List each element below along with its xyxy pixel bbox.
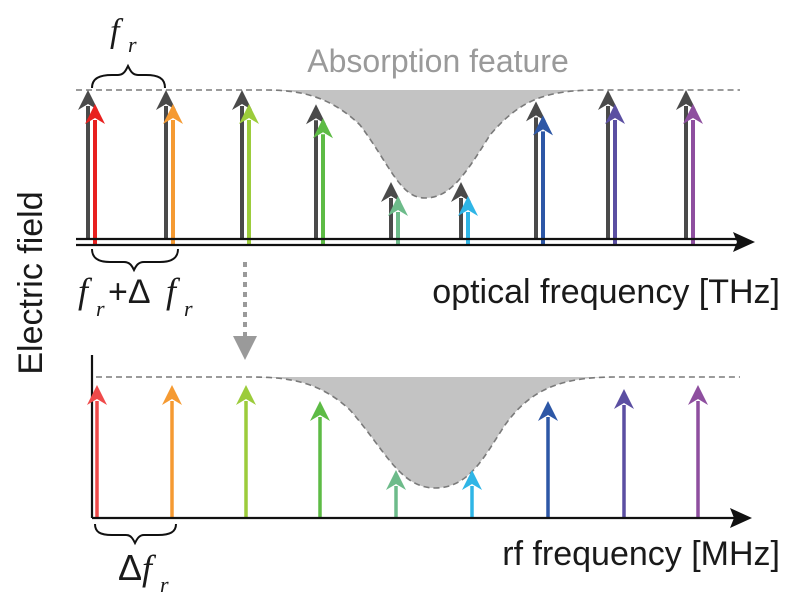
fr-spacing-label: f r	[110, 13, 137, 57]
fr-plus-delta: +Δ	[108, 273, 151, 311]
delta-fr-brace	[94, 523, 177, 546]
optical-ref-arrow-4	[306, 104, 326, 240]
fr-plus-delta-f-sub: r	[184, 296, 193, 321]
optical-comb-arrow-1	[85, 104, 105, 246]
optical-ref-arrow-1	[78, 90, 98, 240]
optical-ref-arrow-5	[381, 182, 401, 240]
fr-plus-delta-fr-label: f r +Δ f r	[78, 271, 193, 321]
optical-comb-arrow-5	[388, 196, 408, 246]
fr-symbol: f	[110, 13, 124, 50]
optical-comb-arrow-6	[458, 196, 478, 246]
absorption-feature-label: Absorption feature	[307, 43, 569, 79]
rf-comb-arrow-4	[310, 400, 330, 518]
rf-comb-arrow-5	[386, 470, 406, 518]
optical-dashed-line	[76, 89, 740, 199]
rf-comb-arrow-7	[538, 400, 558, 518]
optical-ref-arrow-7	[526, 101, 546, 240]
optical-ref-arrow-3	[232, 90, 252, 240]
optical-comb-arrow-9	[683, 104, 703, 246]
fr-brace	[91, 63, 166, 89]
optical-comb-arrow-2	[163, 104, 183, 246]
fr-plus-delta-f: f	[166, 271, 181, 311]
optical-absorption-fill	[265, 90, 600, 198]
rf-comb-arrow-8	[614, 388, 634, 518]
fr-plus-f: f	[78, 271, 93, 311]
rf-comb-arrow-6	[462, 470, 482, 518]
delta-fr-sub: r	[160, 572, 169, 595]
optical-axis-label: optical frequency [THz]	[432, 273, 780, 311]
optical-frequency-axis	[76, 232, 755, 252]
rf-absorption-profile	[96, 376, 740, 489]
optical-ref-arrow-9	[676, 90, 696, 240]
delta-fr-label: Δ f r	[118, 547, 169, 595]
fr-subscript: r	[128, 32, 137, 57]
optical-ref-arrow-2	[156, 90, 176, 240]
optical-comb-arrow-8	[605, 104, 625, 246]
fr-plus-brace	[91, 248, 179, 273]
optical-comb-arrow-3	[239, 104, 259, 246]
fr-plus-f-sub: r	[96, 296, 105, 321]
rf-dashed-line	[96, 376, 740, 489]
optical-comb-arrow-4	[313, 118, 333, 246]
rf-frequency-axis	[92, 508, 752, 528]
electric-field-label: Electric field	[12, 191, 50, 374]
rf-comb-arrow-2	[162, 385, 182, 518]
rf-comb-arrow-3	[236, 385, 256, 518]
rf-axis-label: rf frequency [MHz]	[502, 535, 780, 573]
optical-ref-arrow-6	[451, 182, 471, 240]
down-conversion-arrow	[233, 262, 257, 360]
delta-symbol: Δ	[118, 547, 142, 588]
optical-comb-arrow-7	[533, 115, 553, 246]
optical-comb-arrows	[78, 90, 703, 246]
optical-ref-arrow-8	[598, 90, 618, 240]
optical-absorption-profile	[76, 89, 740, 199]
rf-comb-arrow-9	[688, 385, 708, 518]
rf-absorption-fill	[250, 377, 615, 488]
rf-comb-arrow-1	[87, 385, 107, 518]
delta-fr-f: f	[142, 548, 157, 588]
rf-comb-arrows	[87, 385, 708, 518]
